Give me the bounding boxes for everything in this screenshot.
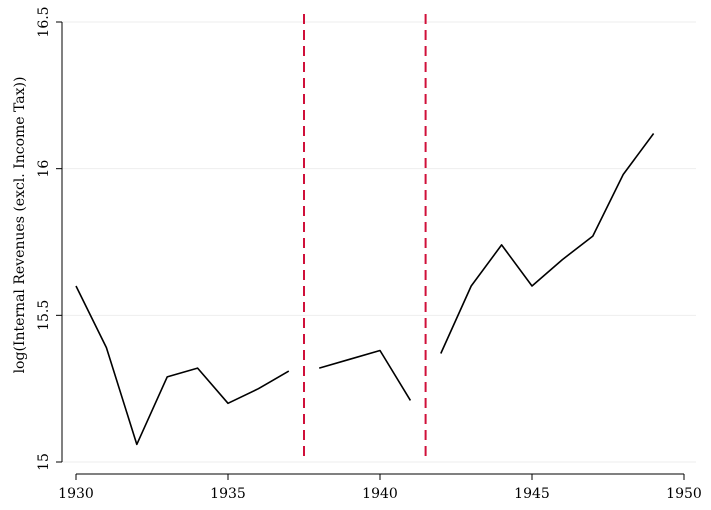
series-line-segment: [75, 285, 290, 446]
x-ticks: 1930 1935 1940 1945 1950: [58, 474, 702, 502]
y-axis-title: log(Internal Revenues (excl. Income Tax)…: [12, 77, 28, 374]
y-tick-label: 15.5: [36, 300, 52, 331]
axes: [61, 22, 684, 475]
x-tick-label: 1930: [58, 486, 94, 502]
grid-lines: [62, 21, 696, 463]
data-lines: [75, 133, 655, 446]
x-tick-label: 1940: [362, 486, 398, 502]
y-tick-label: 15: [36, 453, 52, 471]
y-ticks: 15 15.5 16 16.5: [36, 6, 62, 471]
x-tick-label: 1945: [514, 486, 550, 502]
series-line-segment: [440, 133, 655, 354]
x-tick-label: 1935: [210, 486, 246, 502]
reference-lines: [303, 14, 427, 462]
x-tick-label: 1950: [666, 486, 702, 502]
y-tick-label: 16.5: [36, 6, 52, 37]
series-line-segment: [318, 349, 412, 401]
y-tick-label: 16: [36, 160, 52, 178]
